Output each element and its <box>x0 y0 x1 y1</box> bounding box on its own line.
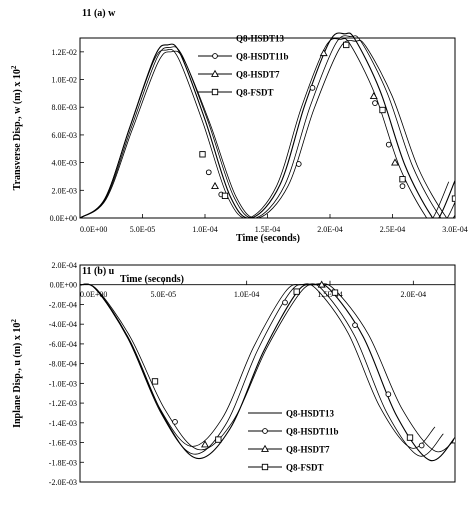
y-tick-label: 1.0E-02 <box>51 76 77 85</box>
marker-triangle <box>391 158 399 166</box>
series-line-q8-hsdt13 <box>80 283 455 462</box>
y-axis-label-exponent: 2 <box>10 65 18 69</box>
marker-square <box>406 434 414 441</box>
x-tick-label: 2.0E-04 <box>317 225 343 234</box>
marker-circle <box>172 418 178 425</box>
legend-label: Q8-HSDT7 <box>286 445 330 455</box>
y-tick-label: 2.0E-03 <box>51 186 77 195</box>
marker-circle <box>352 322 358 329</box>
legend: Q8-HSDT13 Q8-HSDT11b Q8-HSDT7 Q8-FSDT <box>198 34 289 98</box>
legend-label: Q8-HSDT11b <box>286 427 339 437</box>
y-tick-label: -1.6E-03 <box>49 439 77 448</box>
y-tick-label: 1.2E-02 <box>51 48 77 57</box>
panel-title: 11 (a) w <box>82 8 116 19</box>
y-tick-label: -2.0E-03 <box>49 478 77 487</box>
legend-label: Q8-FSDT <box>236 88 274 98</box>
plot-frame <box>79 264 456 483</box>
y-tick-label: -8.0E-04 <box>49 360 77 369</box>
legend-label: Q8-HSDT13 <box>236 34 285 44</box>
marker-circle <box>372 100 378 106</box>
marker-circle <box>385 141 392 148</box>
marker-circle <box>418 442 425 449</box>
x-tick-label: 2.0E-04 <box>401 290 427 299</box>
x-tick-label: 5.0E-05 <box>130 225 156 234</box>
series-line-companion <box>80 283 455 453</box>
y-axis-label: Inplane Disp., u (m) x 102 <box>10 319 23 428</box>
series-line-companion <box>80 283 444 457</box>
marker-square <box>199 151 206 158</box>
marker-square <box>331 289 339 296</box>
legend-marker <box>261 444 269 452</box>
y-tick-label: 0.0E+00 <box>50 214 77 223</box>
x-axis-label: Time (seconds) <box>236 233 300 244</box>
marker-triangle <box>201 440 209 448</box>
marker-circle <box>205 169 212 176</box>
y-tick-label: -4.0E-04 <box>49 320 77 329</box>
marker-circle <box>295 161 302 167</box>
x-tick-label: 2.5E-04 <box>380 225 406 234</box>
curves <box>80 32 455 218</box>
marker-square <box>215 436 222 443</box>
legend-label: Q8-HSDT11b <box>236 52 289 62</box>
series-line-companion <box>80 283 436 449</box>
marker-triangle <box>211 181 219 190</box>
x-tick-label: 3.0E-04 <box>442 225 468 234</box>
legend-marker <box>262 428 268 434</box>
x-tick-label: 1.0E-04 <box>192 225 218 234</box>
x-tick-label: 1.5E-04 <box>317 290 343 299</box>
marker-square <box>293 288 300 295</box>
y-tick-label: 2.0E-04 <box>51 261 77 270</box>
legend-label: Q8-HSDT7 <box>236 70 280 80</box>
marker-square <box>379 106 386 114</box>
x-tick-label: 1.0E-04 <box>234 290 260 299</box>
series-line-q8-hsdt13 <box>80 32 455 218</box>
x-axis-label: Time (seconds) <box>120 274 184 285</box>
y-axis-label-exponent: 2 <box>10 319 18 323</box>
series-line-companion <box>80 35 455 218</box>
x-tick-label: 5.0E-05 <box>151 290 177 299</box>
plot-frame <box>79 37 456 219</box>
marker-square <box>221 192 229 199</box>
y-tick-label: 0.0E+00 <box>50 281 77 290</box>
marker-circle <box>282 299 288 306</box>
chart-panel: 0.0E+00 2.0E-03 4.0E-03 6.0E-03 8.0E-03 1.0E-… <box>10 8 468 244</box>
marker-triangle <box>319 49 328 57</box>
y-tick-label: -1.4E-03 <box>49 419 77 428</box>
panel-title: 11 (b) u <box>82 266 115 277</box>
x-tick-label: 0.0E+00 <box>80 290 107 299</box>
y-tick-label: -2.0E-04 <box>49 300 77 309</box>
x-tick-label: 1.5E-04 <box>255 225 281 234</box>
y-axis-label: Transverse Disp., w (m) x 102 <box>10 65 23 190</box>
y-tick-label: 6.0E-03 <box>51 131 77 140</box>
marker-circle <box>309 84 316 91</box>
curves <box>80 280 455 462</box>
legend-label: Q8-FSDT <box>286 463 324 473</box>
legend-marker <box>212 53 218 59</box>
marker-square <box>451 195 455 202</box>
legend-label: Q8-HSDT13 <box>286 409 335 419</box>
y-tick-label: -1.2E-03 <box>49 399 77 408</box>
y-tick-label: -1.0E-03 <box>49 379 77 388</box>
marker-triangle <box>451 436 455 444</box>
legend-marker <box>211 69 219 77</box>
series-line-companion <box>80 39 455 218</box>
marker-triangle <box>317 280 326 288</box>
y-tick-label: 8.0E-03 <box>51 103 77 112</box>
legend-marker <box>211 88 219 96</box>
marker-circle <box>399 183 406 190</box>
marker-square <box>343 41 350 49</box>
marker-triangle <box>369 91 378 100</box>
marker-square <box>399 176 406 183</box>
marker-circle <box>385 391 392 398</box>
y-tick-label: 4.0E-03 <box>51 159 77 168</box>
y-tick-label: -6.0E-04 <box>49 340 77 349</box>
series-line-companion <box>80 38 450 218</box>
x-tick-label: 0.0E+00 <box>80 225 107 234</box>
marker-square <box>151 378 159 385</box>
y-tick-label: -1.8E-03 <box>49 458 77 467</box>
chart-panel: 2.0E-040.0E+00-2.0E-04-4.0E-04-6.0E-04-8… <box>10 261 456 487</box>
legend-marker <box>261 463 269 471</box>
legend: Q8-HSDT13 Q8-HSDT11b Q8-HSDT7 Q8-FSDT <box>248 409 339 473</box>
